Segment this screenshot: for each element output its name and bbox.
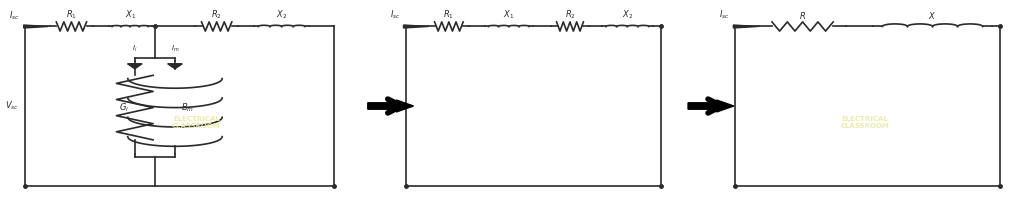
- Polygon shape: [403, 25, 428, 28]
- Polygon shape: [127, 64, 142, 69]
- Text: $I_{sc}$: $I_{sc}$: [719, 9, 730, 21]
- Text: $X_1$: $X_1$: [503, 9, 514, 21]
- Polygon shape: [24, 25, 48, 28]
- Text: $I_{sc}$: $I_{sc}$: [9, 10, 20, 22]
- Text: $X_2$: $X_2$: [622, 9, 633, 21]
- Text: $I_{sc}$: $I_{sc}$: [390, 9, 400, 21]
- Text: ELECTRICAL
CLASSROOM: ELECTRICAL CLASSROOM: [172, 116, 221, 129]
- Text: $R_1$: $R_1$: [66, 9, 77, 21]
- Text: $X$: $X$: [929, 10, 937, 21]
- Text: $R_1$: $R_1$: [443, 9, 455, 21]
- Polygon shape: [688, 100, 734, 112]
- Text: $G_i$: $G_i$: [119, 101, 129, 114]
- Text: $X_1$: $X_1$: [125, 9, 136, 21]
- Text: $B_m$: $B_m$: [181, 101, 195, 114]
- Text: $V_{sc}$: $V_{sc}$: [715, 100, 729, 112]
- Polygon shape: [368, 100, 414, 112]
- Text: $R_2$: $R_2$: [211, 9, 222, 21]
- Text: $X_2$: $X_2$: [275, 9, 287, 21]
- Polygon shape: [168, 64, 182, 69]
- Text: $I_m$: $I_m$: [171, 44, 179, 54]
- Text: $I_i$: $I_i$: [132, 44, 137, 54]
- Text: $R$: $R$: [799, 10, 806, 21]
- Text: ELECTRICAL
CLASSROOM: ELECTRICAL CLASSROOM: [840, 116, 889, 129]
- Polygon shape: [733, 25, 758, 28]
- Text: $R_2$: $R_2$: [564, 9, 575, 21]
- Text: $V_{sc}$: $V_{sc}$: [385, 100, 399, 112]
- Text: $V_{sc}$: $V_{sc}$: [5, 100, 19, 112]
